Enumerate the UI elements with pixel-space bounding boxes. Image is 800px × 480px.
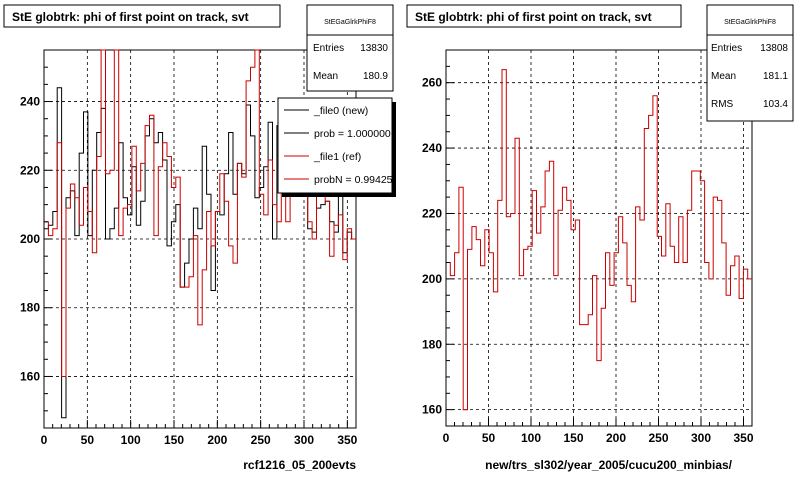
stats-rms-label: RMS [711, 99, 734, 110]
y-tick-label: 240 [422, 141, 442, 155]
x-tick-label: 150 [563, 431, 583, 445]
legend-entry-prob: prob = 1.000000 [314, 128, 391, 140]
x-tick-label: 300 [294, 433, 314, 447]
stats-entries-value: 13808 [760, 43, 788, 54]
y-tick-label: 180 [422, 337, 442, 351]
legend-entry-ref: _file1 (ref) [313, 151, 361, 163]
x-tick-label: 350 [733, 431, 753, 445]
x-tick-label: 300 [691, 431, 711, 445]
y-tick-label: 200 [20, 232, 40, 246]
legend: _file0 (new) prob = 1.000000 _file1 (ref… [277, 97, 396, 197]
y-tick-label: 240 [20, 95, 40, 109]
x-tick-label: 200 [207, 433, 227, 447]
x-tick-label: 50 [81, 433, 95, 447]
stats-rms-value: 103.4 [763, 99, 788, 110]
stats-entries-label: Entries [711, 43, 742, 54]
stats-box: StEGaGlrkPhiF8 Entries 13830 Mean 180.9 [306, 4, 394, 92]
x-tick-label: 100 [521, 431, 541, 445]
stats-entries-label: Entries [313, 43, 344, 54]
grid [446, 50, 752, 426]
stats-mean-label: Mean [313, 71, 338, 82]
x-tick-label: 0 [443, 431, 450, 445]
x-tick-label: 100 [121, 433, 141, 447]
legend-entry-probn: probN = 0.99425 [314, 174, 393, 186]
axes: 0 50 100 150 200 250 300 350 160 180 200 220 240 260 [422, 49, 754, 445]
y-tick-label: 260 [422, 76, 442, 90]
chart-title: StE globtrk: phi of first point on track… [415, 10, 652, 24]
series-layer [446, 69, 752, 411]
axes: 0 50 100 150 200 250 300 350 160 180 200 220 240 [20, 49, 358, 447]
x-tick-label: 50 [482, 431, 496, 445]
x-tick-label: 150 [164, 433, 184, 447]
title-box [406, 4, 682, 28]
series-line-0 [446, 69, 752, 411]
x-axis-label: rcf1216_05_200evts [243, 458, 356, 472]
stats-mean-value: 180.9 [363, 71, 388, 82]
y-tick-label: 200 [422, 272, 442, 286]
title-box [3, 4, 281, 28]
y-tick-label: 160 [20, 369, 40, 383]
y-tick-label: 160 [422, 403, 442, 417]
x-tick-label: 250 [251, 433, 271, 447]
x-tick-label: 0 [41, 433, 48, 447]
chart-title: StE globtrk: phi of first point on track… [12, 10, 249, 24]
stats-entries-value: 13830 [360, 43, 388, 54]
x-tick-label: 350 [337, 433, 357, 447]
plot-frame [445, 49, 753, 427]
legend-entry-new: _file0 (new) [313, 105, 368, 117]
stats-mean-value: 181.1 [763, 71, 788, 82]
x-tick-label: 250 [648, 431, 668, 445]
stats-mean-label: Mean [711, 71, 736, 82]
histogram-panel-left: StE globtrk: phi of first point on track… [3, 4, 396, 472]
y-tick-label: 220 [20, 163, 40, 177]
x-tick-label: 200 [606, 431, 626, 445]
histogram-panel-right: StE globtrk: phi of first point on track… [406, 4, 794, 472]
stats-name: StEGaGlrkPhiF8 [324, 19, 376, 26]
stats-name: StEGaGlrkPhiF8 [724, 19, 776, 26]
y-tick-label: 220 [422, 206, 442, 220]
y-tick-label: 180 [20, 301, 40, 315]
stats-box: StEGaGlrkPhiF8 Entries 13808 Mean 181.1 … [706, 4, 794, 122]
x-axis-label: new/trs_sl302/year_2005/cucu200_minbias/ [485, 458, 732, 472]
